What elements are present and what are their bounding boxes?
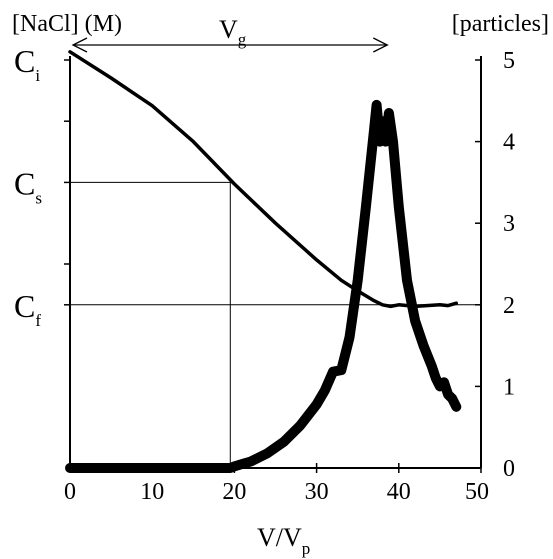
vg-arrow-left-head — [71, 37, 88, 53]
y-right-tick-label: 5 — [503, 48, 515, 74]
y-left-title: [NaCl] (M) — [12, 11, 122, 37]
x-tick-label: 40 — [387, 479, 411, 505]
y-left-level-label: Cf — [14, 288, 41, 330]
x-axis-title-sub: p — [302, 539, 311, 558]
y-left-level-label-sub: f — [35, 311, 41, 330]
vg-label-sub: g — [238, 30, 247, 49]
vg-label-main: V — [219, 15, 238, 44]
axes — [64, 56, 482, 473]
x-tick-label: 30 — [305, 479, 329, 505]
x-axis-title: V/Vp — [257, 523, 310, 558]
y-left-level-label: Ci — [14, 43, 40, 85]
y-left-level-label-main: C — [14, 43, 35, 79]
y-right-tick-label: 1 — [503, 374, 515, 400]
y-left-level-label-main: C — [14, 288, 35, 324]
particle-count-line — [65, 99, 462, 473]
y-left-level-label-sub: i — [35, 66, 40, 85]
series-group — [65, 50, 462, 473]
y-right-tick-label: 0 — [503, 456, 515, 482]
y-left-level-label-main: C — [14, 165, 35, 201]
y-left-level-label-sub: s — [35, 188, 42, 207]
y-right-tick-label: 4 — [503, 130, 515, 156]
vg-label: Vg — [219, 15, 247, 49]
x-tick-label: 0 — [64, 479, 76, 505]
x-tick-label: 50 — [465, 479, 489, 505]
x-axis-title-main: V/V — [257, 523, 302, 552]
y-left-level-label: Cs — [14, 165, 42, 207]
y-right-title: [particles] — [452, 11, 549, 37]
x-tick-label: 10 — [140, 479, 164, 505]
vg-arrow-right-head — [373, 37, 389, 53]
x-tick-label: 20 — [222, 479, 246, 505]
y-right-tick-label: 3 — [503, 211, 515, 237]
y-right-tick-label: 2 — [503, 293, 515, 319]
